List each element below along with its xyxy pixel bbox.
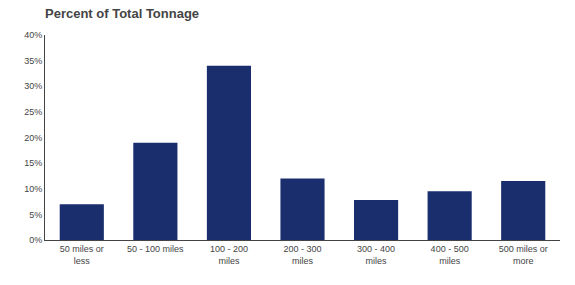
svg-text:Percent of Total Tonnage: Percent of Total Tonnage — [45, 6, 199, 21]
svg-text:50 - 100 miles: 50 - 100 miles — [127, 244, 184, 254]
svg-text:500 miles ormore: 500 miles ormore — [499, 244, 548, 266]
svg-text:35%: 35% — [24, 56, 42, 66]
svg-text:200 - 300miles: 200 - 300miles — [283, 244, 321, 266]
svg-text:20%: 20% — [24, 133, 42, 143]
svg-text:10%: 10% — [24, 184, 42, 194]
svg-text:5%: 5% — [29, 210, 42, 220]
svg-text:0%: 0% — [29, 235, 42, 245]
svg-text:40%: 40% — [24, 30, 42, 40]
svg-text:30%: 30% — [24, 81, 42, 91]
svg-text:100 - 200miles: 100 - 200miles — [210, 244, 248, 266]
svg-text:50 miles orless: 50 miles orless — [60, 244, 104, 266]
svg-text:300 - 400miles: 300 - 400miles — [357, 244, 395, 266]
svg-text:15%: 15% — [24, 158, 42, 168]
svg-text:25%: 25% — [24, 107, 42, 117]
svg-text:400 - 500miles: 400 - 500miles — [431, 244, 469, 266]
